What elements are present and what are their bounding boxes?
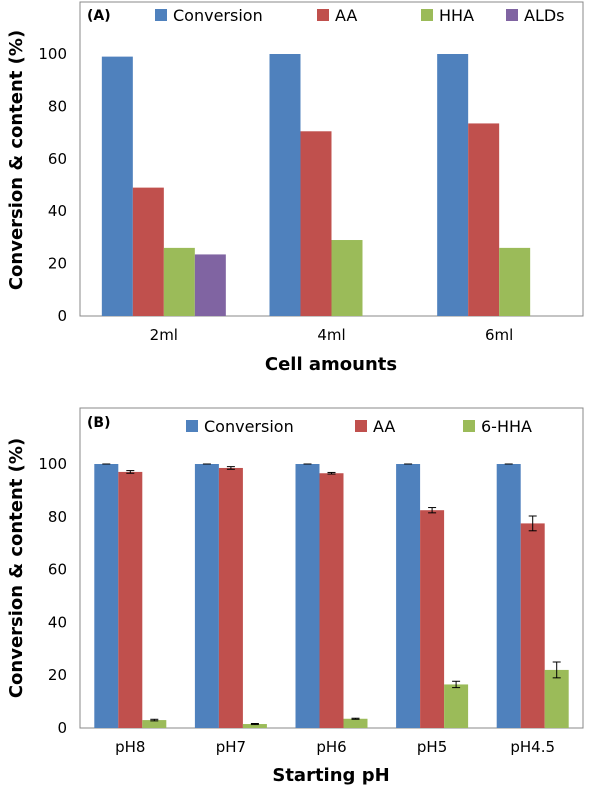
- x-tick-label: pH6: [316, 738, 346, 756]
- legend-swatch: [463, 420, 475, 432]
- y-tick-label: 40: [48, 202, 67, 220]
- y-axis-ticks: 0 20 40 60 80 100: [38, 455, 67, 737]
- legend: Conversion AA 6-HHA: [186, 417, 532, 436]
- legend-swatch: [355, 420, 367, 432]
- y-tick-label: 60: [48, 561, 67, 579]
- legend-label: Conversion: [204, 417, 294, 436]
- bar-6-hha: [142, 720, 167, 728]
- y-tick-label: 80: [48, 97, 67, 115]
- bar-6-hha: [544, 669, 569, 728]
- bars: [101, 54, 531, 317]
- legend-label: 6-HHA: [481, 417, 532, 436]
- x-tick-label: 6ml: [485, 326, 513, 344]
- bar-aa: [468, 123, 500, 317]
- x-tick-label: 4ml: [317, 326, 345, 344]
- y-axis-title: Conversion & content (%): [6, 30, 27, 290]
- y-tick-label: 0: [57, 719, 67, 737]
- bar-aa: [319, 473, 344, 728]
- y-tick-label: 0: [57, 307, 67, 325]
- chart-panel-a: (A) 0 20 40 60 80 100 2ml 4ml 6ml Conversion AA H…: [6, 1, 584, 375]
- bar-conversion: [396, 464, 421, 728]
- x-axis-ticks: pH8 pH7 pH6 pH5 pH4.5: [115, 738, 555, 756]
- y-tick-label: 20: [48, 255, 67, 273]
- bar-6-hha: [343, 718, 368, 728]
- legend: Conversion AA HHA ALDs: [155, 6, 565, 25]
- bar-conversion: [496, 464, 521, 728]
- y-tick-label: 20: [48, 666, 67, 684]
- legend-swatch: [506, 9, 518, 21]
- legend-label: AA: [373, 417, 395, 436]
- chart-panel-b: (B) 0 20 40 60 80 100 pH8 pH7 pH6 pH5 pH4.5 Conve…: [6, 407, 584, 786]
- error-bars: [102, 463, 561, 726]
- x-axis-title: Cell amounts: [265, 354, 397, 375]
- x-axis-title: Starting pH: [272, 765, 389, 786]
- y-axis-ticks: 0 20 40 60 80 100: [38, 45, 67, 325]
- y-tick-label: 40: [48, 613, 67, 631]
- legend-swatch: [317, 9, 329, 21]
- bar-aa: [132, 187, 164, 316]
- bars: [94, 464, 569, 728]
- bar-6-hha: [444, 684, 469, 728]
- x-tick-label: 2ml: [150, 326, 178, 344]
- x-tick-label: pH5: [417, 738, 447, 756]
- bar-alds: [194, 254, 226, 316]
- bar-aa: [420, 510, 445, 728]
- bar-conversion: [269, 54, 301, 316]
- bar-aa: [300, 131, 332, 316]
- legend-swatch: [155, 9, 167, 21]
- x-tick-label: pH8: [115, 738, 145, 756]
- bar-conversion: [101, 56, 133, 317]
- bar-6-hha: [242, 724, 267, 728]
- legend-label: ALDs: [524, 6, 565, 25]
- bar-hha: [499, 247, 531, 316]
- panel-label: (B): [87, 415, 110, 431]
- bar-aa: [118, 471, 143, 728]
- x-tick-label: pH7: [216, 738, 246, 756]
- x-tick-label: pH4.5: [510, 738, 555, 756]
- bar-hha: [163, 247, 195, 316]
- y-tick-label: 100: [38, 455, 67, 473]
- y-tick-label: 60: [48, 150, 67, 168]
- legend-swatch: [186, 420, 198, 432]
- panel-label: (A): [87, 8, 111, 24]
- y-axis-title: Conversion & content (%): [6, 438, 27, 698]
- x-axis-ticks: 2ml 4ml 6ml: [150, 326, 514, 344]
- bar-conversion: [94, 464, 119, 728]
- y-tick-label: 100: [38, 45, 67, 63]
- legend-swatch: [421, 9, 433, 21]
- legend-label: Conversion: [173, 6, 263, 25]
- bar-conversion: [295, 464, 320, 728]
- bar-hha: [331, 240, 363, 316]
- bar-aa: [218, 467, 243, 728]
- bar-aa: [520, 523, 545, 728]
- y-tick-label: 80: [48, 508, 67, 526]
- legend-label: HHA: [439, 6, 474, 25]
- bar-conversion: [194, 464, 219, 728]
- legend-label: AA: [335, 6, 357, 25]
- bar-conversion: [437, 54, 469, 316]
